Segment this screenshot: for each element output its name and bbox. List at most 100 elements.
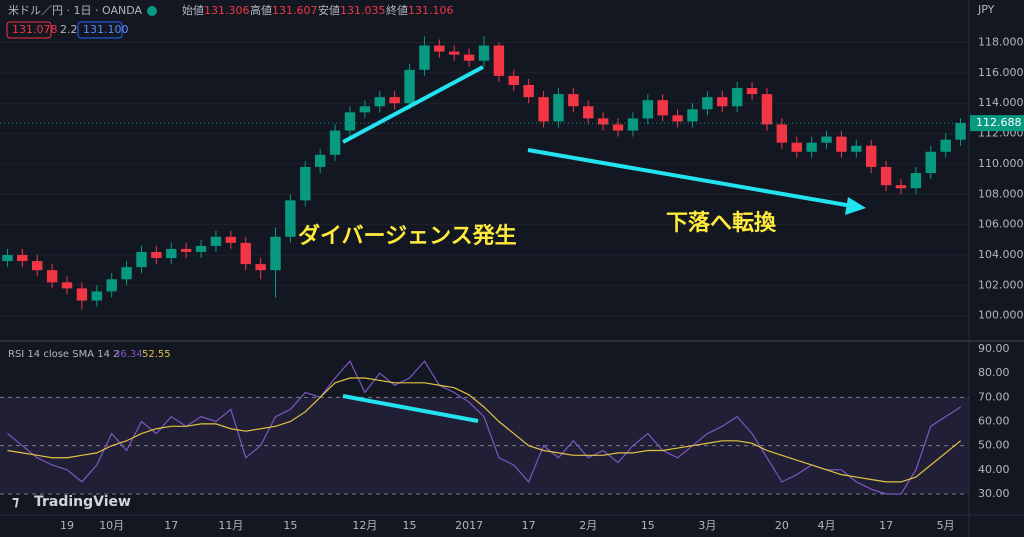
ohlc-label: 高値: [250, 3, 272, 17]
x-tick-label: 15: [403, 519, 417, 532]
candle-body: [300, 166, 311, 201]
y-tick-label: 70.00: [978, 390, 1010, 403]
annotation: ダイバージェンス発生: [298, 223, 517, 249]
candle-body: [419, 45, 430, 70]
candle-body: [389, 97, 400, 104]
candle-body: [314, 154, 326, 167]
candle-body: [851, 145, 862, 152]
candle-body: [806, 142, 817, 152]
candle-body: [46, 270, 58, 283]
last-price-label: 112.688: [976, 116, 1022, 129]
candle-body: [2, 255, 13, 262]
candle-body: [434, 45, 445, 52]
ohlc-value: 131.106: [408, 4, 454, 17]
ohlc-label: 始値: [182, 3, 204, 17]
x-tick-label: 19: [60, 519, 74, 532]
candle-body: [627, 118, 639, 131]
x-tick-label: 11月: [218, 519, 243, 532]
y-tick-label: 40.00: [978, 463, 1010, 476]
y-tick-label: 30.00: [978, 487, 1010, 500]
candle-body: [404, 69, 415, 104]
candle-body: [776, 124, 788, 143]
candle-body: [761, 94, 773, 125]
y-tick-label: 80.00: [978, 366, 1010, 379]
x-tick-label: 2月: [579, 519, 597, 532]
trend-arrow: [527, 148, 853, 208]
y-tick-label: 110.000: [978, 157, 1024, 170]
candle-body: [61, 282, 73, 289]
arrow-head: [845, 197, 866, 215]
rsi-line: [7, 377, 961, 483]
candle-body: [702, 97, 713, 110]
candle-body: [895, 185, 907, 189]
rsi-line: [7, 360, 961, 495]
candle-body: [76, 288, 88, 301]
candle-body: [672, 115, 683, 122]
sell-price[interactable]: 131.078: [12, 23, 58, 36]
x-tick-label: 10月: [99, 519, 124, 532]
price-pane: [0, 36, 969, 317]
logo: TradingView: [34, 494, 131, 510]
x-tick-label: 15: [641, 519, 655, 532]
candle-body: [374, 97, 385, 107]
y-tick-label: 108.000: [978, 187, 1024, 200]
candle-body: [255, 264, 266, 271]
candle-body: [880, 166, 892, 186]
x-tick-label: 3月: [698, 519, 716, 532]
x-tick-label: 4月: [818, 519, 836, 532]
ohlc-value: 131.607: [272, 4, 318, 17]
candle-body: [210, 236, 222, 246]
y-tick-label: 114.000: [978, 96, 1024, 109]
candle-body: [865, 145, 877, 167]
x-tick-label: 2017: [455, 519, 483, 532]
candle-body: [478, 45, 490, 61]
candle-body: [508, 75, 519, 85]
x-tick-label: 15: [283, 519, 297, 532]
ohlc-value: 131.306: [204, 4, 250, 17]
candle-body: [151, 251, 162, 259]
annotation: 下落へ転換: [666, 210, 777, 236]
rsi-title: RSI 14 close SMA 14 2: [8, 349, 120, 360]
ohlc-label: 安値: [318, 3, 340, 17]
currency[interactable]: JPY: [977, 3, 995, 16]
candle-body: [225, 236, 237, 243]
status-dot: [147, 6, 157, 16]
candle-body: [568, 94, 579, 107]
candle-body: [925, 151, 936, 174]
y-tick-label: 90.00: [978, 342, 1010, 355]
candle-body: [463, 54, 475, 61]
ohlc-value: 131.035: [340, 4, 386, 17]
candle-body: [538, 97, 549, 122]
candle-body: [106, 279, 117, 292]
y-tick-label: 118.000: [978, 36, 1024, 49]
candle-body: [166, 248, 177, 259]
rsi-value: 36.34: [114, 349, 143, 360]
candle-body: [523, 85, 534, 98]
candle-body: [359, 106, 371, 113]
candle-body: [136, 251, 147, 268]
candle-body: [731, 88, 743, 107]
candle-body: [746, 88, 758, 95]
y-tick-label: 60.00: [978, 414, 1010, 427]
candle-body: [910, 173, 922, 189]
candle-body: [344, 112, 356, 131]
sell-button[interactable]: [6, 21, 52, 39]
rsi-ma-value: 52.55: [142, 349, 171, 360]
candle-body: [449, 51, 460, 55]
x-tick-label: 5月: [937, 519, 955, 532]
candle-body: [955, 122, 966, 140]
ohlc-label: 終値: [386, 3, 408, 17]
candle-body: [553, 94, 564, 122]
y-tick-label: 116.000: [978, 66, 1024, 79]
buy-button[interactable]: [77, 21, 123, 39]
symbol: 米ドル／円 · 1日 · OANDA: [8, 4, 142, 17]
candle-body: [791, 142, 802, 152]
y-tick-label: 104.000: [978, 248, 1024, 261]
candle-body: [612, 124, 624, 131]
divergence-line: [342, 65, 484, 144]
candle-body: [285, 200, 296, 237]
candle-body: [493, 45, 505, 76]
candle-body: [687, 109, 698, 122]
buy-price[interactable]: 131.100: [83, 23, 129, 36]
